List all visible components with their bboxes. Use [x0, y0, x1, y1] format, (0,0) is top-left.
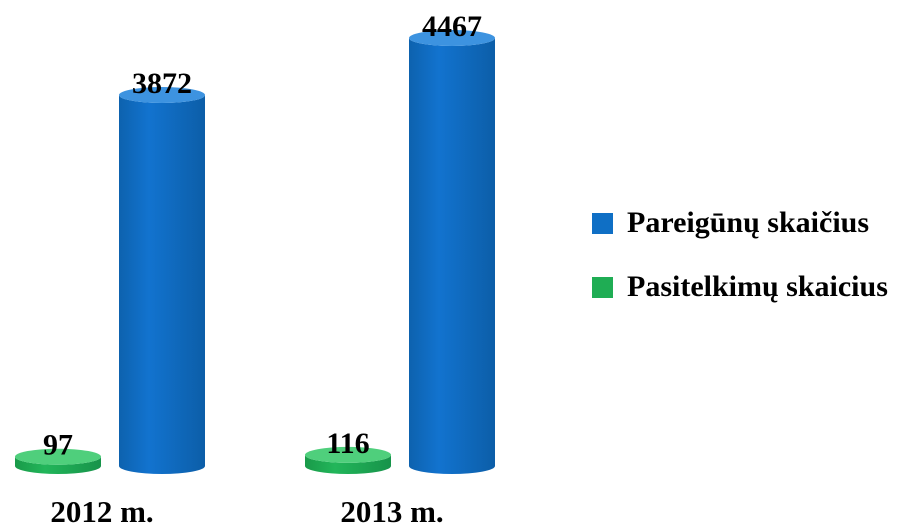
legend: Pareigūnų skaičius Pasitelkimų skaicius	[592, 204, 923, 332]
category-label-2013: 2013 m.	[340, 494, 443, 526]
bar-body	[305, 454, 391, 474]
value-label-pasitelkimu-2013: 116	[326, 427, 369, 460]
bar-pareigunu-2013	[409, 30, 495, 474]
value-label-pasitelkimu-2012: 97	[43, 429, 73, 462]
legend-item-pasitelkimu: Pasitelkimų skaicius	[592, 268, 923, 306]
legend-swatch-pareigunu	[592, 212, 613, 234]
bar-pasitelkimu-2013	[305, 446, 391, 474]
legend-label-pareigunu: Pareigūnų skaičius	[627, 206, 870, 239]
legend-label-pasitelkimu: Pasitelkimų skaicius	[627, 270, 888, 303]
bar-top	[305, 446, 391, 463]
legend-item-pareigunu: Pareigūnų skaičius	[592, 204, 923, 242]
bar-top	[15, 448, 101, 465]
value-label-pareigunu-2012: 3872	[132, 67, 192, 100]
bar-body	[119, 95, 205, 474]
bar-top	[119, 87, 205, 104]
bar-body	[15, 456, 101, 474]
bar-body	[409, 38, 495, 474]
value-label-pareigunu-2013: 4467	[422, 10, 482, 43]
legend-swatch-pasitelkimu	[592, 276, 613, 298]
category-label-2012: 2012 m.	[50, 494, 153, 526]
bar-top	[409, 30, 495, 46]
bar-pasitelkimu-2012	[15, 448, 101, 474]
bar-pareigunu-2012	[119, 87, 205, 474]
